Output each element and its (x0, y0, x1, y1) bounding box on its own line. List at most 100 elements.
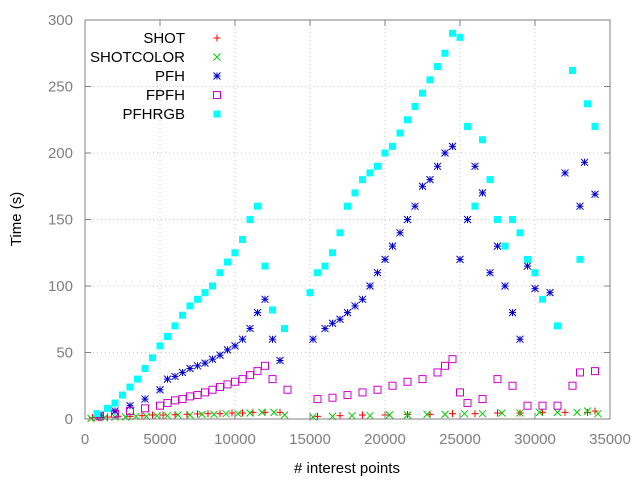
data-point (418, 182, 427, 191)
data-point (216, 383, 224, 392)
data-point (389, 142, 396, 150)
data-point (228, 409, 236, 417)
data-point (119, 391, 126, 399)
data-point (441, 361, 449, 370)
data-point (204, 410, 212, 418)
data-point (141, 364, 149, 372)
data-point (531, 269, 539, 277)
data-point (268, 335, 277, 344)
data-point (153, 411, 161, 420)
data-point (276, 356, 284, 365)
data-point (194, 295, 201, 303)
data-point (403, 215, 412, 224)
data-point (328, 393, 337, 402)
data-point (381, 255, 389, 264)
data-point (591, 367, 599, 376)
legend-marker (213, 34, 221, 42)
data-point (396, 129, 404, 137)
legend-label: PFH (155, 68, 185, 85)
legend-label: FPFH (146, 87, 185, 104)
data-point (554, 322, 561, 330)
data-point (186, 302, 194, 310)
data-point (501, 282, 509, 290)
data-point (358, 388, 367, 397)
data-point (584, 408, 591, 416)
data-point (281, 325, 288, 333)
data-point (494, 216, 501, 223)
data-point (239, 409, 246, 417)
data-point (366, 169, 374, 177)
data-point (261, 262, 269, 270)
data-point (434, 63, 441, 71)
data-point (201, 388, 209, 397)
data-point (164, 333, 171, 341)
x-tick-label: 20000 (364, 431, 406, 448)
data-point (270, 408, 278, 417)
data-point (171, 372, 179, 381)
data-point (531, 284, 539, 293)
x-tick-label: 30000 (514, 431, 556, 448)
data-point (460, 409, 469, 418)
data-point (179, 311, 186, 319)
data-point (209, 282, 216, 290)
data-point (178, 368, 187, 377)
data-point (343, 391, 352, 400)
data-point (126, 407, 134, 416)
data-point (258, 408, 266, 417)
legend-marker (213, 53, 221, 61)
data-point (591, 122, 599, 130)
data-point (159, 411, 167, 419)
axis-ticks: 0 5000 10000 15000 20000 25000 30000 35000 0 50 10… (48, 12, 631, 448)
legend-marker (213, 72, 221, 80)
data-point (336, 412, 344, 420)
data-point (576, 202, 584, 211)
data-point (418, 375, 427, 384)
data-point (193, 391, 202, 400)
data-point (261, 295, 269, 304)
data-point (246, 216, 254, 223)
data-points (87, 29, 602, 423)
data-point (538, 401, 547, 410)
data-point (478, 395, 487, 404)
data-point (208, 355, 217, 364)
data-point (388, 242, 397, 250)
data-point (471, 162, 479, 171)
data-point (261, 361, 269, 370)
grid (85, 20, 610, 419)
data-point (493, 375, 502, 384)
data-point (449, 29, 456, 37)
data-point (423, 410, 431, 419)
data-point (216, 410, 224, 418)
data-point (456, 33, 464, 41)
data-point (471, 202, 479, 210)
data-point (498, 409, 506, 417)
data-point (471, 410, 479, 418)
data-point (576, 368, 584, 377)
data-point (594, 409, 602, 418)
y-tick-label: 50 (56, 345, 73, 362)
data-point (238, 375, 247, 384)
x-tick-label: 15000 (289, 431, 331, 448)
data-point (253, 367, 262, 376)
data-point (156, 342, 164, 350)
data-point (314, 269, 321, 277)
data-point (591, 190, 599, 199)
data-point (208, 385, 217, 394)
x-tick-label: 5000 (143, 431, 176, 448)
data-point (231, 249, 239, 257)
data-point (171, 396, 179, 405)
data-point (508, 381, 517, 390)
data-point (441, 149, 449, 157)
data-point (385, 411, 394, 419)
data-point (411, 102, 419, 110)
data-point (198, 410, 206, 419)
legend-label: PFHRGB (122, 106, 185, 123)
data-point (201, 289, 209, 297)
legend-marker (213, 110, 221, 118)
data-point (336, 229, 344, 237)
data-point (246, 371, 254, 380)
data-point (222, 409, 230, 418)
data-point (104, 404, 111, 412)
data-point (464, 122, 471, 130)
